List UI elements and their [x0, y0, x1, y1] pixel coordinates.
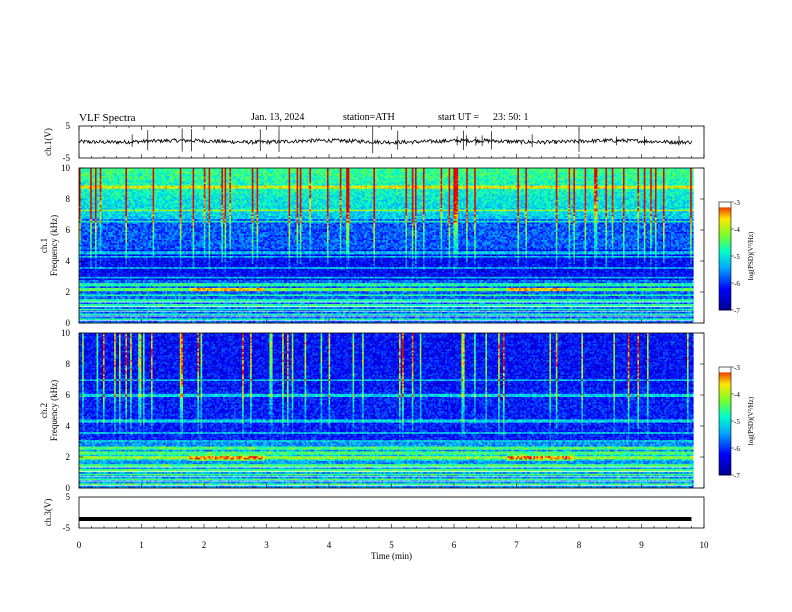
ch2-spectrogram-colorbar-tick-label: -7 — [734, 472, 740, 480]
ch3-ytick-label: 5 — [66, 492, 71, 502]
x-tick-label: 7 — [514, 540, 519, 550]
ch2-spectrogram-ytick-label: 6 — [66, 390, 71, 400]
ch1-spectrogram-colorbar-tick-label: -7 — [734, 307, 740, 315]
ch1-spectrogram-cells — [79, 168, 694, 323]
ch1-spectrogram-colorbar-tick-label: -6 — [734, 280, 740, 288]
x-axis-label: Time (min) — [371, 551, 412, 561]
ch2-spectrogram-ytick-label: 2 — [66, 452, 71, 462]
ch1-spectrogram-ytick-label: 2 — [66, 287, 71, 297]
ch1-spectrogram-ytick-label: 10 — [61, 163, 71, 173]
ch1-spectrogram-colorbar-tick-label: -4 — [734, 226, 740, 234]
ch1-ytick-label: 5 — [66, 121, 71, 131]
ch2-spectrogram-ytick-label: 8 — [66, 359, 71, 369]
ch1-spectrogram-ytick-label: 0 — [66, 318, 71, 328]
ch1-spectrogram-colorbar-label: log(PSD)(V²/Hz) — [747, 231, 755, 280]
x-tick-label: 2 — [202, 540, 207, 550]
ch2-spectrogram-ylabel-frequency: Frequency (kHz) — [49, 380, 59, 441]
ch1-ytick-label: -5 — [63, 153, 71, 163]
ch3-waveform-frame — [79, 497, 704, 528]
x-tick-label: 4 — [327, 540, 332, 550]
ch1-spectrogram-colorbar — [719, 202, 731, 311]
ch1-spectrogram-ytick-label: 8 — [66, 194, 71, 204]
ch1-spectrogram-colorbar-tick-label: -5 — [734, 253, 740, 261]
ch2-spectrogram-colorbar-tick-label: -4 — [734, 391, 740, 399]
x-tick-label: 3 — [264, 540, 269, 550]
ch2-spectrogram-colorbar-label: log(PSD)(V²/Hz) — [747, 396, 755, 445]
ch2-spectrogram-colorbar-tick-label: -3 — [734, 364, 740, 372]
ch2-spectrogram-ytick-label: 4 — [66, 421, 71, 431]
ch3-ytick-label: -5 — [63, 523, 71, 533]
ch2-spectrogram-colorbar-tick-label: -6 — [734, 445, 740, 453]
x-tick-label: 9 — [639, 540, 644, 550]
ch2-spectrogram-cells — [79, 333, 694, 488]
x-tick-label: 8 — [577, 540, 582, 550]
x-tick-label: 0 — [77, 540, 82, 550]
ch1-spectrogram-ylabel-frequency: Frequency (kHz) — [49, 215, 59, 276]
ch2-spectrogram-ytick-label: 10 — [61, 328, 71, 338]
ch2-spectrogram-colorbar-tick-label: -5 — [734, 418, 740, 426]
ch3-ylabel: ch.3(V) — [43, 499, 53, 527]
ch1-waveform-line — [79, 139, 692, 144]
ch2-spectrogram-ylabel-channel: ch.2 — [39, 403, 49, 418]
ch1-spectrogram-ytick-label: 6 — [66, 225, 71, 235]
ch1-ylabel: ch.1(V) — [43, 128, 53, 156]
x-tick-label: 10 — [700, 540, 710, 550]
ch2-spectrogram-colorbar — [719, 367, 731, 476]
ch1-spectrogram-colorbar-tick-label: -3 — [734, 199, 740, 207]
ch1-spectrogram-ylabel-channel: ch.1 — [39, 238, 49, 253]
x-tick-label: 5 — [389, 540, 394, 550]
ch1-waveform-frame — [79, 126, 704, 158]
x-tick-label: 1 — [139, 540, 144, 550]
x-tick-label: 6 — [452, 540, 457, 550]
ch1-spectrogram-ytick-label: 4 — [66, 256, 71, 266]
vlf-spectra-figure: 5-5ch.1(V)0246810ch.1 Frequency (kHz)-3-4… — [0, 0, 792, 612]
